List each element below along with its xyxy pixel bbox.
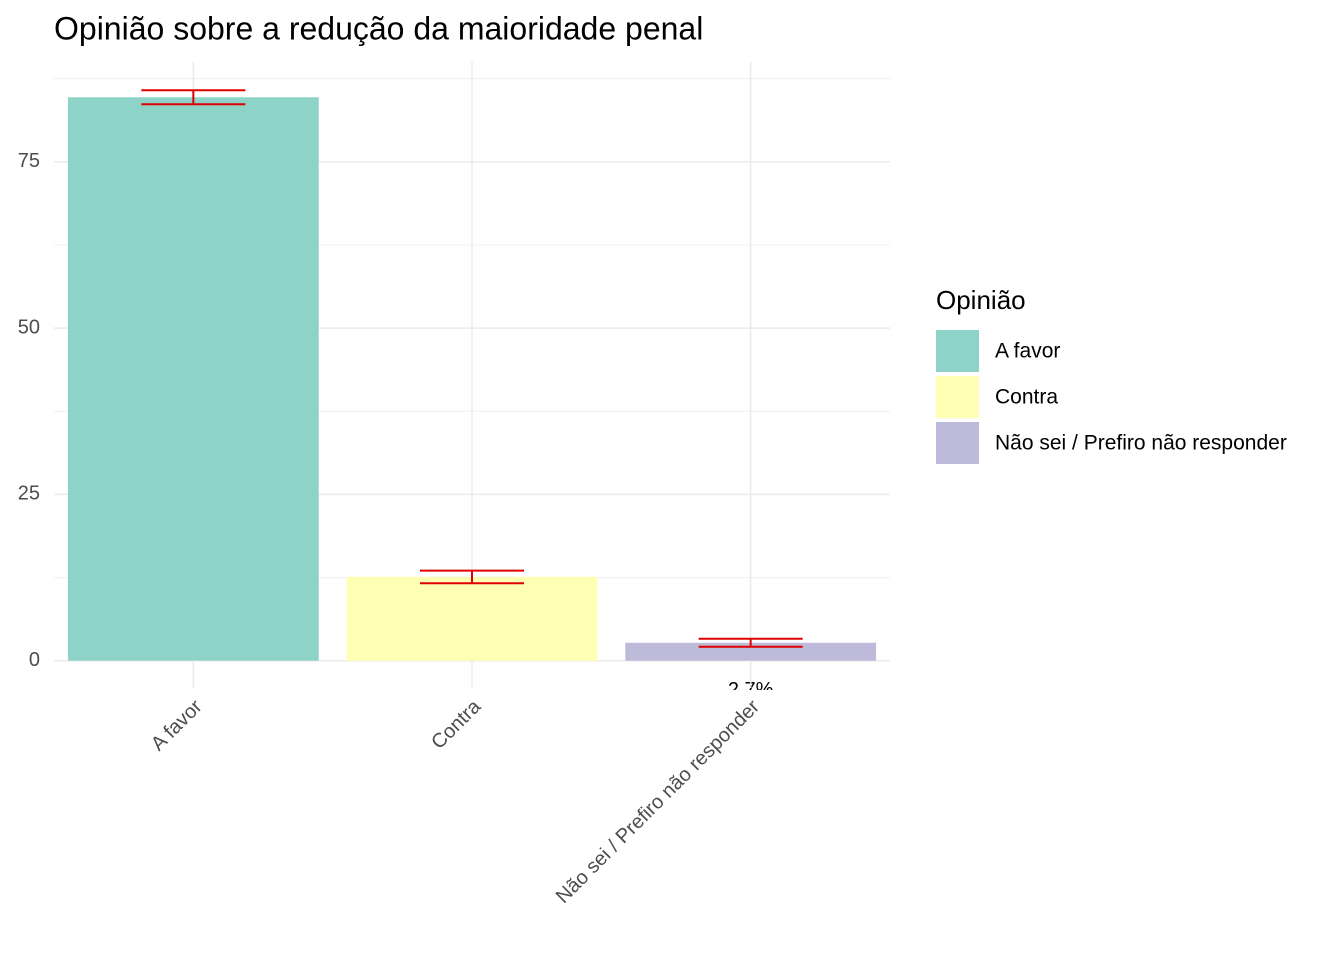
legend-label: Não sei / Prefiro não responder bbox=[995, 432, 1287, 455]
legend-key bbox=[936, 330, 979, 372]
legend-key bbox=[936, 422, 979, 464]
bar bbox=[67, 97, 319, 661]
legend-label: A favor bbox=[995, 340, 1060, 363]
bar bbox=[346, 576, 598, 661]
error-bar bbox=[141, 89, 246, 106]
legend-label: Contra bbox=[995, 386, 1058, 409]
y-tick-label: 25 bbox=[18, 483, 40, 505]
error-bar bbox=[698, 637, 803, 648]
chart-title: Opinião sobre a redução da maioridade pe… bbox=[54, 10, 703, 46]
error-bar bbox=[420, 569, 524, 585]
legend-key bbox=[936, 376, 979, 418]
x-tick-label: Contra bbox=[427, 695, 486, 754]
y-tick-label: 75 bbox=[18, 150, 40, 172]
bar bbox=[625, 642, 877, 661]
x-tick-label: A favor bbox=[147, 695, 207, 755]
legend-title: Opinião bbox=[936, 285, 1026, 315]
y-tick-label: 0 bbox=[29, 649, 40, 671]
y-tick-label: 50 bbox=[18, 316, 40, 338]
x-tick-label: Não sei / Prefiro não responder bbox=[552, 695, 764, 907]
